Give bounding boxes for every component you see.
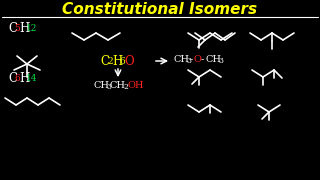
Text: C: C <box>8 72 17 85</box>
Text: H: H <box>112 55 122 68</box>
Text: CH: CH <box>110 81 126 90</box>
Text: C: C <box>100 55 109 68</box>
Text: CH: CH <box>173 55 189 64</box>
Text: -: - <box>190 55 193 64</box>
Text: 12: 12 <box>26 24 37 33</box>
Text: 2: 2 <box>107 57 113 66</box>
Text: 14: 14 <box>26 74 37 83</box>
Text: H: H <box>19 22 29 35</box>
Text: 3: 3 <box>186 57 191 65</box>
Text: 6: 6 <box>119 57 125 66</box>
Text: CH: CH <box>93 81 109 90</box>
Text: 6: 6 <box>14 74 20 83</box>
Text: CH: CH <box>205 55 221 64</box>
Text: 3: 3 <box>106 83 111 91</box>
Text: O: O <box>124 55 134 68</box>
Text: OH: OH <box>127 81 143 90</box>
Text: 2: 2 <box>123 83 128 91</box>
Text: 5: 5 <box>14 24 20 33</box>
Text: Constitutional Isomers: Constitutional Isomers <box>62 2 258 17</box>
Text: 3: 3 <box>218 57 223 65</box>
Text: H: H <box>19 72 29 85</box>
Text: -: - <box>201 55 204 64</box>
Text: O: O <box>194 55 202 64</box>
Text: C: C <box>8 22 17 35</box>
